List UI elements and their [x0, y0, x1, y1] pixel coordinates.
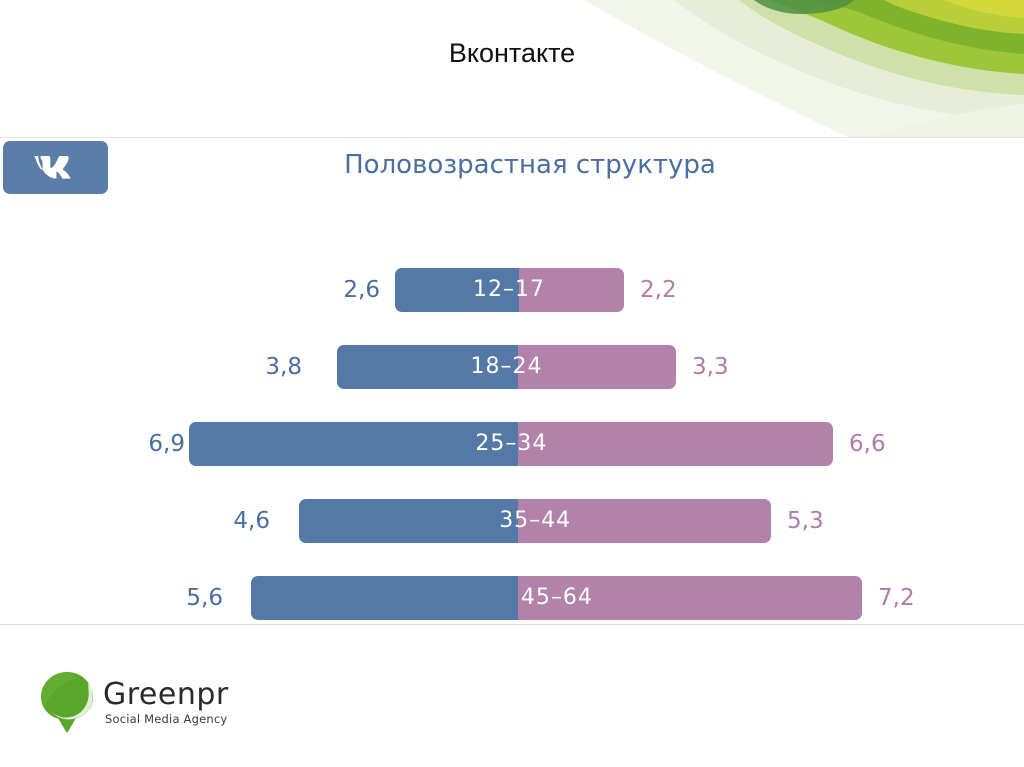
table-row: 2,6 12–17 2,2	[0, 268, 1024, 312]
population-pyramid-chart: 2,6 12–17 2,2 3,8 18–24 3,3 6,9	[0, 240, 1024, 624]
greenpr-wordmark: Greenpr Social Media Agency	[103, 676, 229, 726]
bar-45-64[interactable]	[251, 576, 862, 620]
table-row: 4,6 35–44 5,3	[0, 499, 1024, 543]
table-row: 6,9 25–34 6,6	[0, 422, 1024, 466]
bar-25-34[interactable]	[189, 422, 834, 466]
value-label-female: 3,3	[692, 354, 729, 380]
value-label-male: 4,6	[233, 508, 270, 534]
value-label-female: 2,2	[640, 277, 677, 303]
bar-segment-female	[518, 422, 834, 466]
value-label-female: 7,2	[878, 585, 915, 611]
bar-segment-male	[394, 268, 519, 312]
value-label-female: 5,3	[787, 508, 824, 534]
brand-tagline: Social Media Agency	[105, 711, 228, 726]
bar-segment-female	[518, 576, 862, 620]
bar-35-44[interactable]	[299, 499, 772, 543]
bar-segment-female	[518, 268, 624, 312]
greenpr-logo: Greenpr Social Media Agency	[38, 668, 248, 736]
bar-12-17[interactable]	[394, 268, 624, 312]
table-row: 3,8 18–24 3,3	[0, 345, 1024, 389]
bar-segment-male	[299, 499, 519, 543]
bar-segment-male	[189, 422, 519, 466]
bar-segment-male	[251, 576, 519, 620]
bar-segment-female	[518, 499, 772, 543]
green-pin-icon	[38, 670, 96, 734]
value-label-male: 6,9	[148, 431, 185, 457]
chart-subtitle: Половозрастная структура	[344, 150, 716, 180]
value-label-male: 3,8	[265, 354, 302, 380]
header-divider	[0, 137, 1024, 138]
value-label-female: 6,6	[849, 431, 886, 457]
page-title: Вконтакте	[448, 38, 576, 68]
value-label-male: 2,6	[343, 277, 380, 303]
bar-segment-male	[337, 345, 519, 389]
value-label-male: 5,6	[186, 585, 223, 611]
bar-18-24[interactable]	[337, 345, 676, 389]
table-row: 5,6 45–64 7,2	[0, 576, 1024, 620]
bar-segment-female	[518, 345, 676, 389]
header-band: Вконтакте	[0, 0, 1024, 137]
vk-logo-icon	[3, 141, 108, 194]
footer-divider	[0, 624, 1024, 625]
brand-name: Greenpr	[103, 676, 229, 712]
